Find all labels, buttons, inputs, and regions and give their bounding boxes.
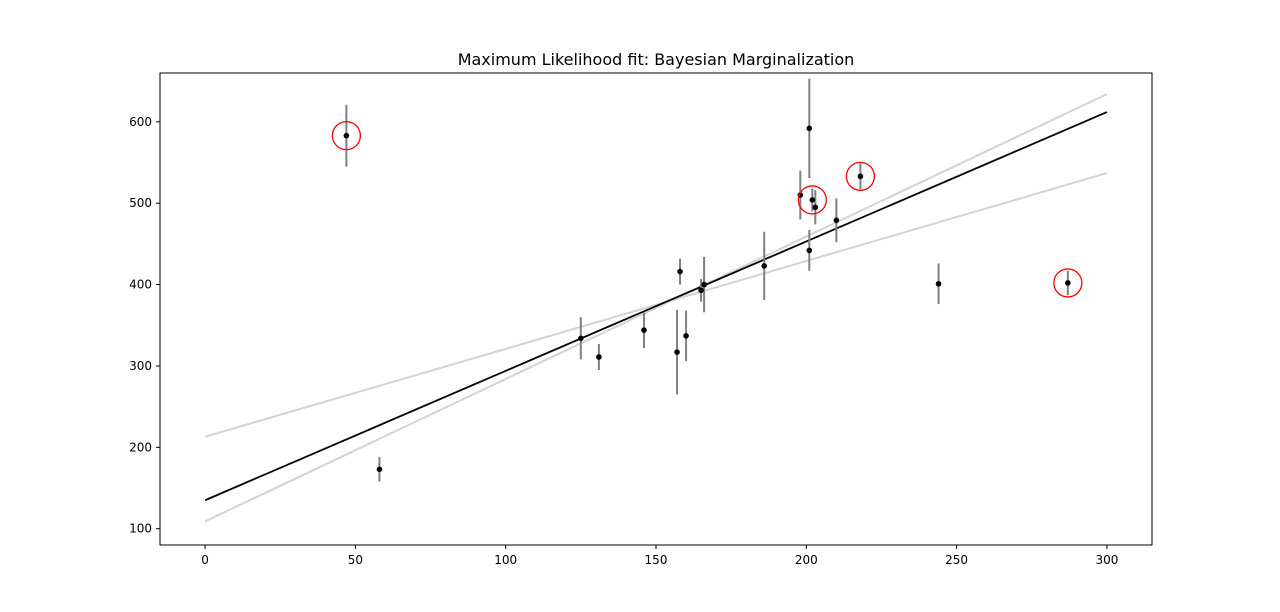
data-point-10 <box>761 263 768 269</box>
outlier-circle-0 <box>331 121 362 151</box>
y-tick-label-5: 600 <box>129 115 152 129</box>
data-point-2 <box>578 335 584 342</box>
points-layer <box>343 125 1071 473</box>
fit-line <box>204 111 1108 502</box>
data-point-17 <box>857 173 864 180</box>
outlier-circle-1 <box>797 185 827 215</box>
data-point-6 <box>677 268 683 275</box>
data-point-12 <box>806 247 813 254</box>
chart-title: Maximum Likelihood fit: Bayesian Margina… <box>458 50 855 69</box>
x-tick-label-3: 150 <box>645 553 668 567</box>
axes-layer: 0 50 100 150 200 250 300 100 200 300 400 500 600 <box>129 72 1153 567</box>
data-point-7 <box>683 333 689 339</box>
y-tick-label-2: 300 <box>129 359 152 373</box>
x-tick-label-0: 0 <box>201 553 209 567</box>
x-tick-label-5: 250 <box>945 553 968 567</box>
data-point-4 <box>641 327 647 333</box>
data-point-9 <box>701 281 707 288</box>
data-point-19 <box>1065 280 1071 286</box>
data-point-14 <box>809 197 816 203</box>
data-point-15 <box>812 204 819 211</box>
data-point-16 <box>833 217 840 224</box>
outlier-circle-3 <box>1053 268 1083 298</box>
x-tick-label-4: 200 <box>795 553 818 567</box>
data-point-8 <box>698 287 704 294</box>
x-tick-label-6: 300 <box>1095 553 1118 567</box>
data-point-18 <box>935 280 942 287</box>
data-point-1 <box>376 466 383 473</box>
y-tick-label-4: 500 <box>129 196 152 210</box>
outlier-layer <box>331 121 1083 298</box>
x-tick-label-2: 100 <box>494 553 517 567</box>
x-tick-label-1: 50 <box>348 553 363 567</box>
outlier-circle-2 <box>845 161 876 192</box>
data-point-5 <box>674 349 680 355</box>
y-tick-label-0: 100 <box>129 522 152 536</box>
alt-fit-line-0 <box>204 172 1108 438</box>
y-tick-label-3: 400 <box>129 278 152 292</box>
lines-layer <box>204 93 1108 523</box>
data-point-13 <box>806 125 813 132</box>
data-point-0 <box>343 132 350 139</box>
data-point-3 <box>596 354 602 360</box>
alt-fit-line-1 <box>204 93 1108 523</box>
y-tick-label-1: 200 <box>129 440 152 454</box>
